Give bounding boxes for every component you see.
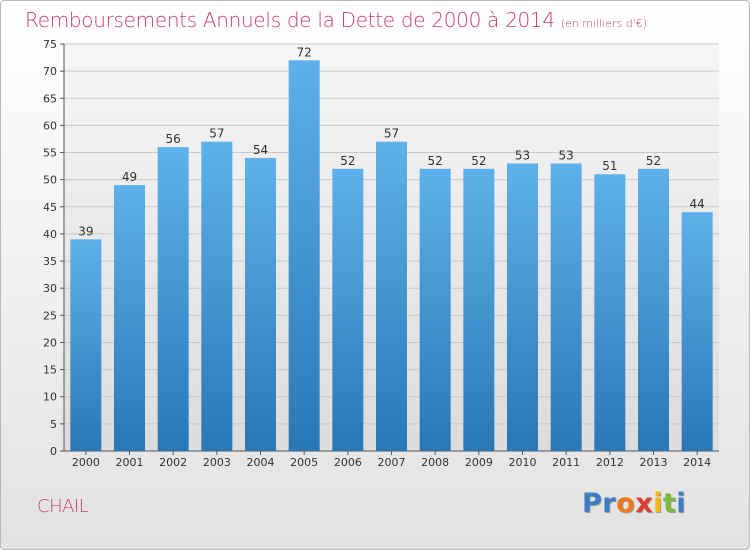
x-tick-label: 2002	[159, 456, 187, 469]
data-label: 57	[384, 127, 399, 141]
x-tick-label: 2005	[290, 456, 318, 469]
data-label: 51	[602, 159, 617, 173]
logo-letter: P	[582, 488, 603, 519]
logo-letter: r	[602, 488, 617, 519]
data-label: 54	[253, 143, 268, 157]
x-tick-label: 2007	[378, 456, 406, 469]
y-tick-label: 10	[43, 391, 57, 404]
bar	[681, 212, 713, 451]
data-label: 44	[690, 197, 705, 211]
x-tick-label: 2008	[421, 456, 449, 469]
y-tick-label: 65	[43, 92, 57, 105]
y-tick-label: 50	[43, 174, 57, 187]
x-tick-label: 2003	[203, 456, 231, 469]
data-label: 53	[515, 148, 530, 162]
bar	[419, 168, 451, 451]
y-tick-label: 70	[43, 65, 57, 78]
bar	[594, 174, 626, 452]
y-tick-label: 60	[43, 119, 57, 132]
data-label: 52	[471, 154, 486, 168]
x-tick-label: 2011	[552, 456, 580, 469]
data-label: 49	[122, 170, 137, 184]
y-tick-label: 20	[43, 336, 57, 349]
x-tick-label: 2014	[683, 456, 711, 469]
x-tick-label: 2004	[247, 456, 275, 469]
y-tick-label: 30	[43, 282, 57, 295]
y-tick-label: 35	[43, 255, 57, 268]
y-tick-label: 55	[43, 147, 57, 160]
bar	[157, 147, 189, 451]
data-label: 72	[297, 45, 312, 59]
x-tick-label: 2001	[116, 456, 144, 469]
bar	[201, 141, 233, 451]
bar	[638, 168, 669, 451]
bar	[550, 163, 582, 452]
bar	[288, 60, 320, 451]
x-tick-label: 2000	[72, 456, 100, 469]
title-text: Remboursements Annuels de la Dette de 20…	[25, 8, 555, 32]
y-tick-label: 45	[43, 201, 57, 214]
logo-letter: t	[662, 488, 677, 519]
y-tick-label: 75	[43, 38, 57, 51]
chart-subtitle: (en milliers d'€)	[560, 17, 648, 30]
y-tick-label: 0	[50, 445, 57, 458]
x-tick-label: 2012	[596, 456, 624, 469]
chart-title: Remboursements Annuels de la Dette de 20…	[25, 8, 647, 32]
bar	[463, 168, 495, 451]
x-tick-label: 2009	[465, 456, 493, 469]
data-label: 39	[78, 224, 93, 238]
y-tick-label: 25	[43, 309, 57, 322]
data-label: 52	[646, 154, 661, 168]
y-tick-label: 5	[50, 418, 57, 431]
x-tick-label: 2010	[509, 456, 537, 469]
data-label: 52	[340, 154, 355, 168]
data-label: 57	[209, 127, 224, 141]
x-tick-label: 2013	[640, 456, 668, 469]
y-tick-label: 40	[43, 228, 57, 241]
logo-letter: i	[676, 488, 687, 519]
bar	[332, 168, 364, 451]
logo-letter: o	[616, 488, 636, 519]
bar	[114, 185, 145, 452]
bar	[70, 239, 102, 451]
x-tick-label: 2006	[334, 456, 362, 469]
data-label: 52	[428, 154, 443, 168]
data-label: 53	[559, 148, 574, 162]
commune-name: CHAIL	[37, 496, 89, 517]
proxiti-logo: Proxiti	[582, 488, 686, 519]
bar	[507, 163, 538, 452]
logo-letter: i	[653, 488, 663, 519]
logo-letter: x	[635, 488, 654, 519]
bar	[245, 157, 276, 451]
bar	[376, 141, 407, 451]
y-tick-label: 15	[43, 364, 57, 377]
data-label: 56	[166, 132, 181, 146]
